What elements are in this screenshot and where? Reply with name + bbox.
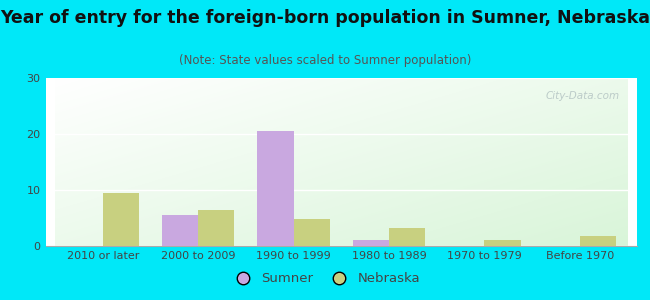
Bar [257,131,294,246]
Text: (Note: State values scaled to Sumner population): (Note: State values scaled to Sumner pop… [179,54,471,67]
Legend: Sumner, Nebraska: Sumner, Nebraska [224,267,426,290]
Bar [580,236,616,246]
Bar [353,240,389,246]
Bar [294,219,330,246]
Bar [484,240,521,246]
Bar [103,193,139,246]
Bar [389,228,425,246]
Text: City-Data.com: City-Data.com [545,92,619,101]
Text: Year of entry for the foreign-born population in Sumner, Nebraska: Year of entry for the foreign-born popul… [0,9,650,27]
Bar [162,215,198,246]
Bar [198,210,235,246]
